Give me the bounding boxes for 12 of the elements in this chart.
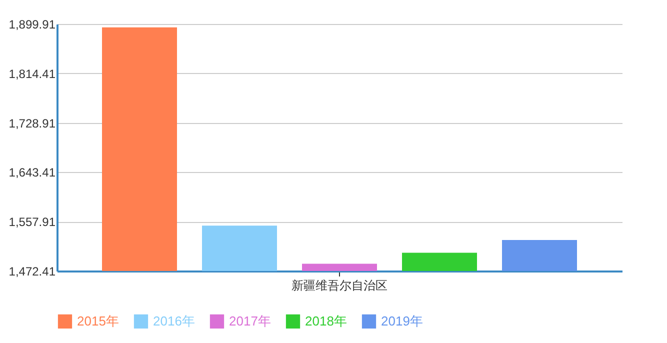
y-tick-label: 1,814.41 <box>8 66 56 81</box>
legend-label: 2019年 <box>381 313 423 328</box>
legend-label: 2018年 <box>305 313 347 328</box>
y-tick-label: 1,557.91 <box>8 215 56 230</box>
legend-label: 2015年 <box>77 313 119 328</box>
y-tick-label: 1,728.91 <box>8 116 56 130</box>
y-tick-label: 1,899.91 <box>8 18 56 32</box>
legend-label: 2017年 <box>229 313 271 328</box>
y-tick-label: 1,472.41 <box>8 264 56 278</box>
y-tick-label: 1,643.41 <box>8 166 56 180</box>
x-tick-label: 新疆维吾尔自治区 <box>292 278 388 292</box>
legend-label: 2016年 <box>153 313 195 328</box>
